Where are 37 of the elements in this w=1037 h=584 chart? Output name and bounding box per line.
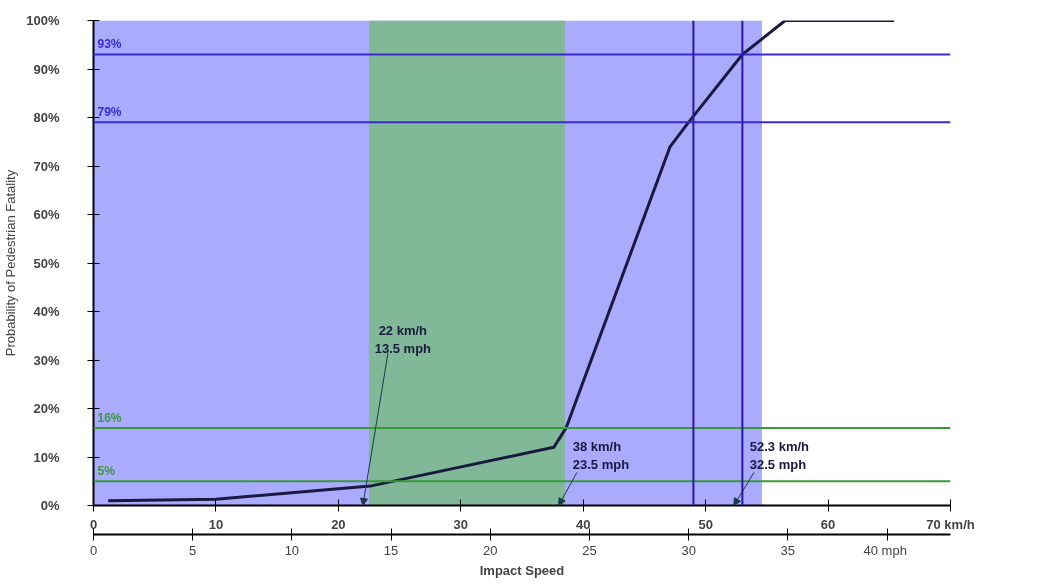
x-tick-label: 0 <box>89 516 98 532</box>
y-tick-label: 80% <box>33 110 60 125</box>
annotation: 22 km/h 13.5 mph <box>374 322 432 356</box>
x-tick-label: 30 <box>453 516 469 532</box>
y-tick-label: 100% <box>26 13 60 28</box>
ref-line-label: 5% <box>97 464 116 479</box>
annotation: 52.3 km/h 32.5 mph <box>749 438 810 472</box>
y-tick-label: 90% <box>33 61 60 77</box>
x2-tick-label: 5 <box>189 542 197 558</box>
y-tick-label: 70% <box>33 158 60 174</box>
x-tick-label: 70 km/h <box>926 516 975 532</box>
ref-line-label: 79% <box>97 105 122 120</box>
x2-tick-label: 30 <box>681 542 696 558</box>
y-tick-label: 20% <box>33 401 60 416</box>
x2-tick-label: 15 <box>383 542 399 558</box>
y-tick-label: 30% <box>33 352 60 368</box>
x2-tick-label: 10 <box>284 542 300 558</box>
y-tick-label: 60% <box>33 207 60 222</box>
annotation: 38 km/h 23.5 mph <box>572 438 630 472</box>
x2-tick-label: 25 <box>582 542 597 558</box>
x-tick-label: 20 <box>331 516 346 532</box>
x-tick-label: 40 <box>575 516 591 532</box>
x-tick-label: 10 <box>208 516 224 532</box>
y-tick-label: 40% <box>33 304 60 319</box>
y-tick-label: 50% <box>33 255 60 271</box>
x2-tick-label: 20 <box>483 542 498 558</box>
y-tick-label: 10% <box>33 449 60 465</box>
ref-line-label: 16% <box>97 410 122 425</box>
x2-axis-title: Impact Speed <box>479 562 565 578</box>
y-axis-title: Probability of Pedestrian Fatality <box>3 169 19 357</box>
x-tick-label: 60 <box>820 516 836 532</box>
y-tick-label: 0% <box>40 498 60 513</box>
x2-tick-label: 0 <box>89 542 98 558</box>
x2-tick-label: 35 <box>780 542 796 558</box>
ref-line-label: 93% <box>97 37 122 52</box>
x-tick-label: 50 <box>698 516 713 532</box>
x2-tick-label: 40 mph <box>863 542 907 558</box>
